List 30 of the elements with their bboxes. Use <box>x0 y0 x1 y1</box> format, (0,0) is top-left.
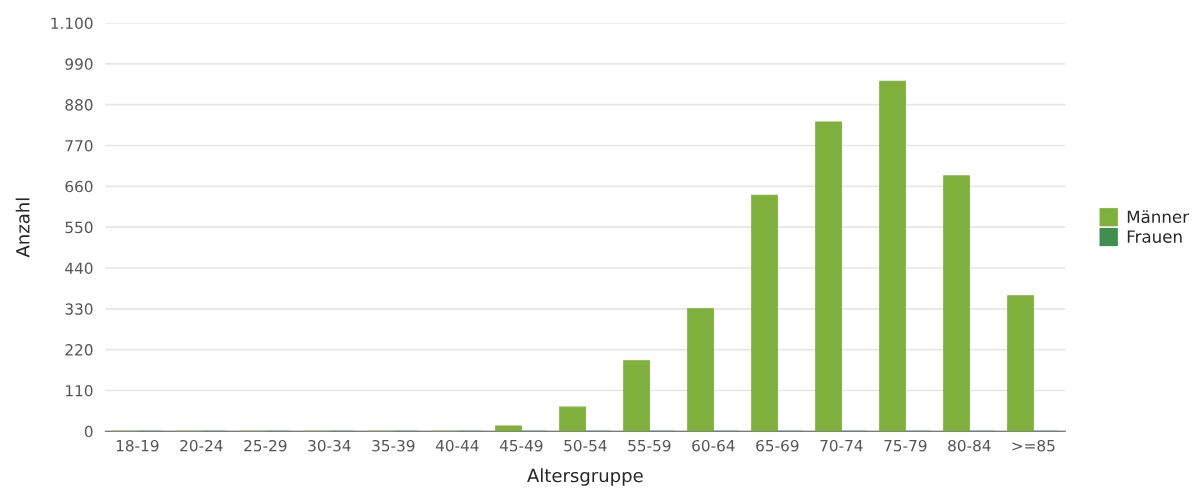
y-tick-label: 330 <box>65 303 93 315</box>
x-tick-label: 30-34 <box>308 439 351 452</box>
y-tick-label: 770 <box>65 139 93 152</box>
y-tick-label: 0 <box>84 425 93 438</box>
y-tick-label: 550 <box>65 221 93 234</box>
x-tick-label: 45-49 <box>499 439 543 452</box>
x-tick-label: 18-19 <box>116 439 159 452</box>
y-tick-label: 440 <box>65 262 93 274</box>
y-tick-label: 1.100 <box>51 17 93 29</box>
legend-label: Männer <box>1127 210 1190 224</box>
y-tick-label: 660 <box>65 180 93 193</box>
x-tick-label: 60-64 <box>692 439 735 452</box>
x-tick-label: 35-39 <box>372 439 415 452</box>
y-tick-label: 880 <box>65 99 93 111</box>
x-tick-label: 55-59 <box>628 439 671 452</box>
x-tick-label: 70-74 <box>820 439 863 452</box>
x-tick-label: 20-24 <box>180 439 223 452</box>
y-axis-title: Anzahl <box>15 198 30 258</box>
x-tick-label: 50-54 <box>564 439 607 452</box>
y-tick-label: 220 <box>65 344 93 356</box>
x-tick-label: >=85 <box>1012 439 1055 452</box>
x-tick-label: 80-84 <box>948 439 991 452</box>
x-tick-label: 40-44 <box>435 439 479 452</box>
legend-label: Frauen <box>1127 230 1182 243</box>
x-axis-title: Altersgruppe <box>527 468 643 486</box>
y-tick-label: 110 <box>66 384 93 397</box>
x-tick-label: 65-69 <box>756 439 799 452</box>
y-tick-label: 990 <box>65 58 93 70</box>
x-tick-label: 75-79 <box>884 439 927 452</box>
x-tick-label: 25-29 <box>244 439 287 452</box>
